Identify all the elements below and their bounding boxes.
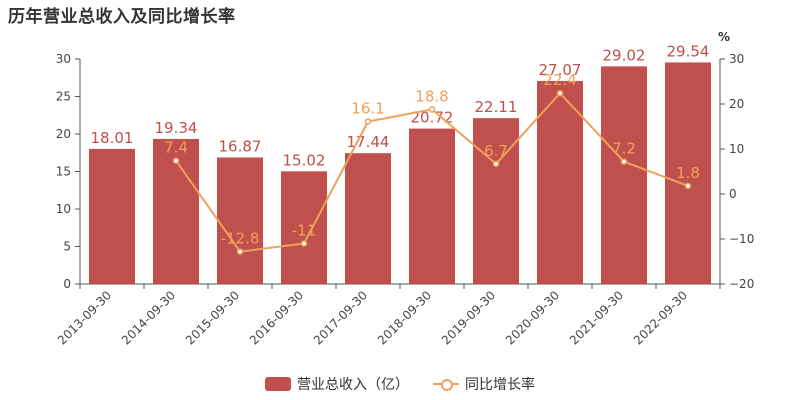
bar-value-label: 29.54 bbox=[667, 42, 710, 60]
bar-value-label: 20.72 bbox=[411, 109, 454, 127]
left-axis-tick-label: 5 bbox=[63, 240, 71, 254]
growth-value-label: -11 bbox=[292, 222, 317, 240]
right-axis-tick-label: 10 bbox=[729, 142, 744, 156]
bar bbox=[537, 80, 583, 284]
chart-title: 历年营业总收入及同比增长率 bbox=[8, 7, 236, 27]
bar-value-label: 29.02 bbox=[603, 46, 646, 64]
left-axis-tick-label: 20 bbox=[56, 127, 71, 141]
legend-swatch-bar bbox=[265, 377, 291, 391]
right-axis-tick-label: −10 bbox=[729, 232, 754, 246]
bar bbox=[89, 148, 135, 284]
growth-value-label: -12.8 bbox=[221, 230, 260, 248]
right-axis-tick-label: 30 bbox=[729, 52, 744, 66]
growth-point bbox=[428, 106, 436, 113]
growth-point bbox=[556, 89, 564, 97]
bar-value-label: 27.07 bbox=[539, 61, 582, 79]
right-axis-unit: % bbox=[718, 30, 730, 44]
bar bbox=[409, 128, 455, 284]
bar bbox=[281, 171, 327, 284]
x-axis-tick-label: 2018-09-30 bbox=[375, 288, 434, 347]
right-axis-tick-label: 20 bbox=[729, 97, 744, 111]
legend: 营业总收入（亿） 同比增长率 bbox=[0, 374, 800, 394]
x-axis-tick-label: 2014-09-30 bbox=[119, 288, 178, 347]
bar-value-label: 15.02 bbox=[283, 151, 326, 169]
bar-value-label: 22.11 bbox=[475, 98, 518, 116]
growth-value-label: 7.4 bbox=[164, 139, 188, 157]
growth-point bbox=[620, 158, 628, 165]
legend-item-growth[interactable]: 同比增长率 bbox=[433, 374, 535, 394]
legend-label-revenue: 营业总收入（亿） bbox=[297, 377, 409, 393]
x-axis-tick-label: 2017-09-30 bbox=[311, 288, 370, 347]
left-axis-tick-label: 30 bbox=[56, 52, 71, 66]
bar-value-label: 16.87 bbox=[219, 137, 262, 155]
bar bbox=[665, 62, 711, 285]
bar bbox=[217, 157, 263, 284]
growth-point bbox=[236, 248, 244, 255]
bar-value-label: 18.01 bbox=[91, 129, 134, 147]
growth-value-label: 16.1 bbox=[351, 100, 384, 118]
growth-value-label: 6.7 bbox=[484, 142, 508, 160]
growth-point bbox=[684, 182, 692, 190]
legend-swatch-line bbox=[433, 377, 459, 391]
right-axis-tick-label: 0 bbox=[729, 187, 737, 201]
x-axis-tick-label: 2013-09-30 bbox=[55, 288, 114, 347]
bar bbox=[601, 66, 647, 284]
left-axis-tick-label: 15 bbox=[56, 165, 71, 179]
growth-point bbox=[492, 160, 500, 168]
x-axis-tick-label: 2021-09-30 bbox=[567, 288, 626, 347]
bar-value-label: 19.34 bbox=[155, 119, 198, 137]
x-axis-tick-label: 2022-09-30 bbox=[631, 288, 690, 347]
bar bbox=[345, 153, 391, 284]
growth-point bbox=[172, 157, 180, 164]
growth-value-label: 1.8 bbox=[676, 164, 700, 182]
growth-point bbox=[364, 118, 372, 125]
growth-value-label: 7.2 bbox=[612, 140, 636, 158]
bar-value-label: 17.44 bbox=[347, 133, 390, 151]
legend-item-revenue[interactable]: 营业总收入（亿） bbox=[265, 374, 409, 394]
left-axis-tick-label: 10 bbox=[56, 202, 71, 216]
x-axis-tick-label: 2015-09-30 bbox=[183, 288, 242, 347]
x-axis-tick-label: 2016-09-30 bbox=[247, 288, 306, 347]
growth-value-label: 18.8 bbox=[415, 87, 448, 105]
growth-point bbox=[300, 240, 308, 247]
legend-label-growth: 同比增长率 bbox=[465, 377, 535, 393]
x-axis-tick-label: 2019-09-30 bbox=[439, 288, 498, 347]
right-axis-tick-label: −20 bbox=[729, 277, 754, 291]
x-axis-tick-label: 2020-09-30 bbox=[503, 288, 562, 347]
left-axis-tick-label: 0 bbox=[63, 277, 71, 291]
growth-value-label: 22.4 bbox=[543, 71, 576, 89]
left-axis-tick-label: 25 bbox=[56, 90, 71, 104]
